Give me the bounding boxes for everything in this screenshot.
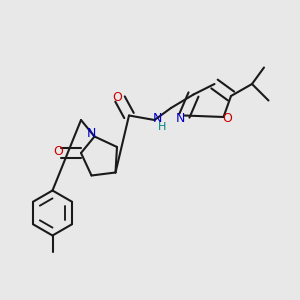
Text: H: H [158, 122, 166, 133]
Text: O: O [54, 145, 63, 158]
Text: O: O [112, 91, 122, 104]
Text: N: N [87, 127, 96, 140]
Text: N: N [176, 112, 186, 125]
Text: O: O [222, 112, 232, 125]
Text: N: N [153, 112, 162, 125]
